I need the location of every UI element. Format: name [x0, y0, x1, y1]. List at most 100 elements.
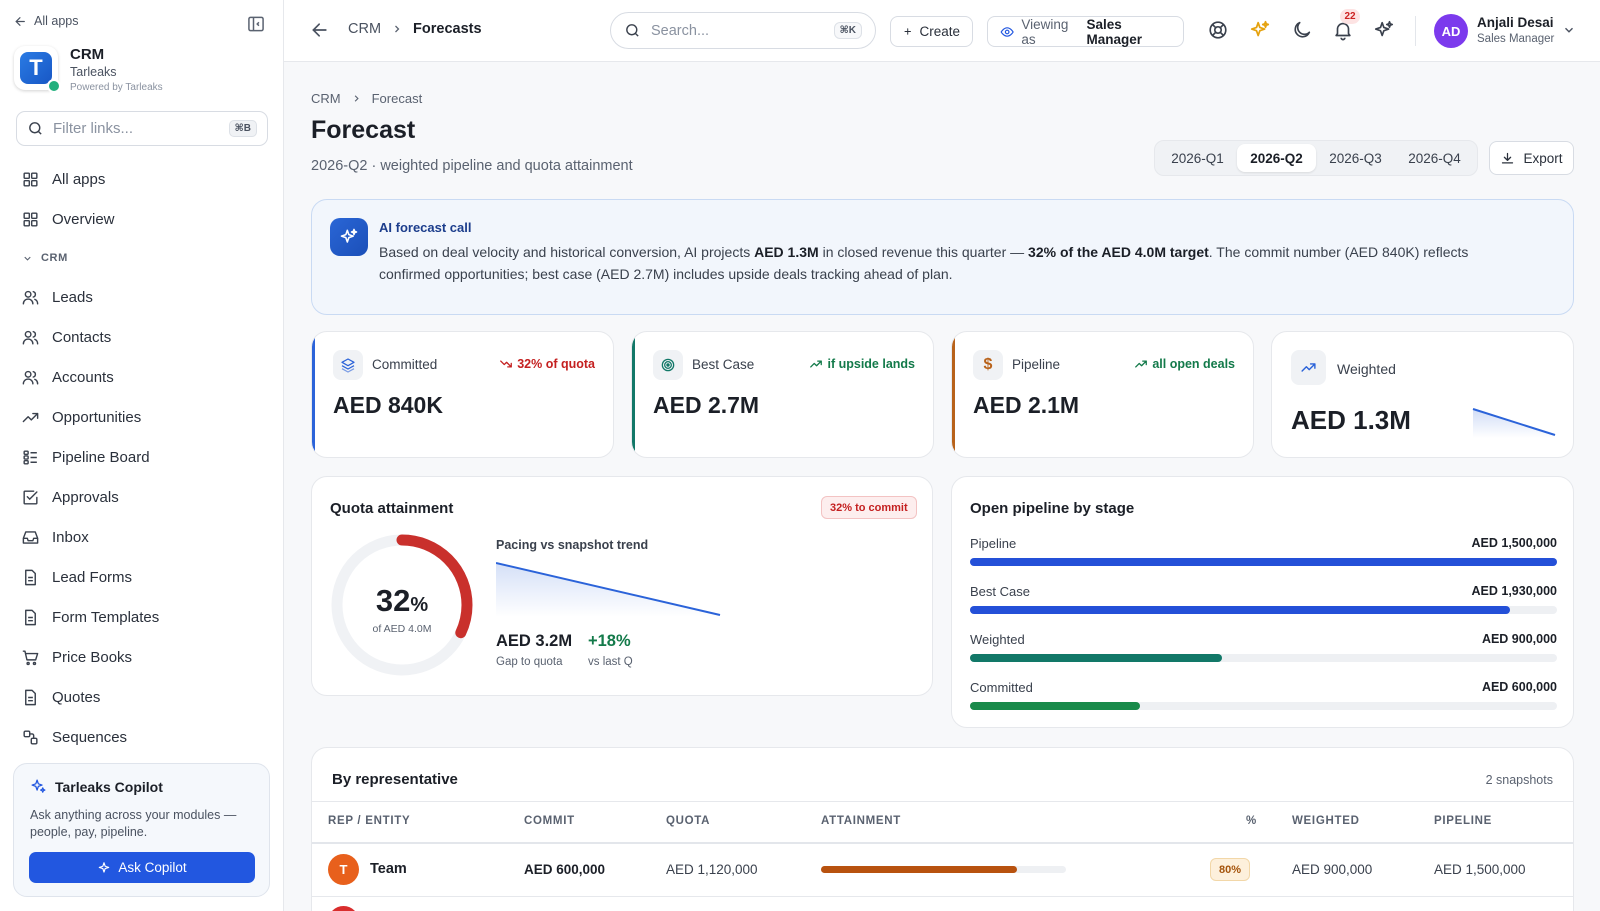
sidebar-item-label: Contacts — [52, 328, 112, 346]
quota-of-label: of AED 4.0M — [372, 623, 432, 635]
sparkle-icon[interactable] — [1249, 19, 1271, 41]
chevron-right-icon — [354, 95, 359, 102]
ask-copilot-button[interactable]: Ask Copilot — [29, 852, 255, 883]
sidebar-item-quotes[interactable]: Quotes — [0, 677, 283, 717]
kpi-card-weighted[interactable]: Weighted AED 1.3M — [1271, 331, 1574, 458]
sidebar-item-label: Leads — [52, 288, 93, 306]
status-dot — [47, 79, 61, 93]
kpi-card-pipeline[interactable]: $ Pipeline all open deals AED 2.1M — [951, 331, 1254, 458]
rep-avatar — [328, 906, 359, 911]
trend-title: Pacing vs snapshot trend — [496, 538, 649, 552]
sidebar-item-price-books[interactable]: Price Books — [0, 637, 283, 677]
page-breadcrumb-crm[interactable]: CRM — [311, 91, 341, 106]
rep-quota: AED 1,120,000 — [666, 862, 758, 877]
sidebar-item-overview[interactable]: Overview — [0, 199, 283, 239]
page-subtitle: 2026-Q2 · weighted pipeline and quota at… — [311, 158, 633, 174]
create-button[interactable]: Create — [890, 16, 973, 47]
sidebar-item-inbox[interactable]: Inbox — [0, 517, 283, 557]
ai-sparkle-icon[interactable] — [1373, 19, 1395, 41]
delta-label: vs last Q — [588, 656, 633, 668]
tab-2026-q3[interactable]: 2026-Q3 — [1329, 150, 1382, 166]
create-label: Create — [919, 24, 960, 39]
stage-fill — [970, 606, 1511, 614]
kpi-tag: all open deals — [1134, 357, 1235, 371]
pacing-trend-chart — [496, 562, 721, 617]
sidebar-item-leads[interactable]: Leads — [0, 277, 283, 317]
chevron-down-icon[interactable] — [1562, 23, 1576, 37]
filter-links-input[interactable]: Filter links... ⌘B — [16, 111, 268, 146]
column-header-rep[interactable]: REP / ENTITY — [328, 815, 411, 827]
users-icon — [22, 290, 39, 305]
kpi-card-best-case[interactable]: Best Case if upside lands AED 2.7M — [631, 331, 934, 458]
sidebar-item-sequences[interactable]: Sequences — [0, 717, 283, 757]
sidebar-item-approvals[interactable]: Approvals — [0, 477, 283, 517]
back-arrow-icon[interactable] — [310, 20, 330, 40]
column-header-quota[interactable]: QUOTA — [666, 815, 711, 827]
kpi-card-committed[interactable]: Committed 32% of quota AED 840K — [311, 331, 614, 458]
tab-2026-q1[interactable]: 2026-Q1 — [1171, 150, 1224, 166]
eye-icon — [1000, 26, 1014, 37]
sequence-icon — [23, 729, 38, 745]
export-button[interactable]: Export — [1489, 141, 1574, 175]
column-header-percent[interactable]: % — [1246, 815, 1257, 827]
stage-value: AED 1,930,000 — [1471, 584, 1557, 598]
layers-icon — [333, 350, 363, 380]
dollar-icon: $ — [973, 350, 1003, 380]
stage-label: Pipeline — [970, 536, 1017, 551]
bell-icon[interactable] — [1332, 19, 1354, 41]
avatar[interactable]: AD — [1434, 14, 1468, 48]
sidebar-item-opportunities[interactable]: Opportunities — [0, 397, 283, 437]
sidebar-item-label: Pipeline Board — [52, 448, 150, 466]
stage-fill — [970, 558, 1557, 566]
app-logo: T — [14, 46, 61, 93]
check-square-icon — [23, 489, 38, 505]
sidebar-item-lead-forms[interactable]: Lead Forms — [0, 557, 283, 597]
open-pipeline-by-stage-card: Open pipeline by stage Pipeline AED 1,50… — [951, 476, 1574, 728]
help-icon[interactable] — [1207, 19, 1229, 41]
column-header-commit[interactable]: COMMIT — [524, 815, 575, 827]
moon-icon[interactable] — [1291, 19, 1313, 41]
breadcrumb: CRM Forecasts — [348, 21, 482, 37]
copilot-card: Tarleaks Copilot Ask anything across you… — [13, 763, 270, 897]
quota-commit-pill: 32% to commit — [821, 496, 917, 519]
kpi-label: Weighted — [1337, 361, 1396, 377]
sidebar-item-all-apps[interactable]: All apps — [0, 159, 283, 199]
attainment-track — [821, 866, 1066, 873]
inbox-icon — [22, 530, 39, 544]
export-label: Export — [1523, 150, 1563, 166]
rep-avatar: T — [328, 854, 359, 885]
sidebar-collapse-icon[interactable] — [246, 14, 266, 34]
quota-donut-arc — [331, 534, 473, 676]
delta-value: +18% — [588, 632, 631, 650]
column-header-pipeline[interactable]: PIPELINE — [1434, 815, 1493, 827]
quota-attainment-card: Quota attainment 32% to commit 32% of AE… — [311, 476, 933, 696]
sidebar-item-pipeline-board[interactable]: Pipeline Board — [0, 437, 283, 477]
tab-2026-q4[interactable]: 2026-Q4 — [1408, 150, 1461, 166]
sparkle-icon — [31, 779, 46, 793]
kpi-value: AED 2.1M — [973, 392, 1080, 418]
stage-track — [970, 702, 1557, 710]
reps-title: By representative — [332, 771, 458, 788]
viewing-as-button[interactable]: Viewing as Sales Manager — [987, 16, 1184, 47]
table-row[interactable]: T Team AED 600,000 AED 1,120,000 80% AED… — [312, 844, 1573, 896]
breadcrumb-crm[interactable]: CRM — [348, 21, 382, 37]
column-header-attainment[interactable]: ATTAINMENT — [821, 815, 902, 827]
sidebar-section-crm[interactable]: CRM — [0, 239, 283, 277]
stages-title: Open pipeline by stage — [970, 500, 1135, 517]
column-header-weighted[interactable]: WEIGHTED — [1292, 815, 1360, 827]
users-icon — [22, 370, 39, 385]
user-name[interactable]: Anjali Desai — [1477, 15, 1554, 30]
ask-copilot-label: Ask Copilot — [118, 860, 187, 875]
arrow-left-icon — [15, 16, 25, 26]
sidebar-item-form-templates[interactable]: Form Templates — [0, 597, 283, 637]
all-apps-back-link[interactable]: All apps — [14, 14, 78, 28]
by-representative-card: By representative 2 snapshots REP / ENTI… — [311, 747, 1574, 911]
tab-2026-q2[interactable]: 2026-Q2 — [1237, 144, 1316, 172]
stage-value: AED 1,500,000 — [1471, 536, 1557, 550]
breadcrumb-forecasts: Forecasts — [413, 21, 482, 37]
attainment-fill — [821, 866, 1017, 873]
global-search-input[interactable]: Search... ⌘K — [610, 12, 876, 49]
sidebar-item-contacts[interactable]: Contacts — [0, 317, 283, 357]
kpi-value: AED 840K — [333, 392, 443, 418]
sidebar-item-accounts[interactable]: Accounts — [0, 357, 283, 397]
